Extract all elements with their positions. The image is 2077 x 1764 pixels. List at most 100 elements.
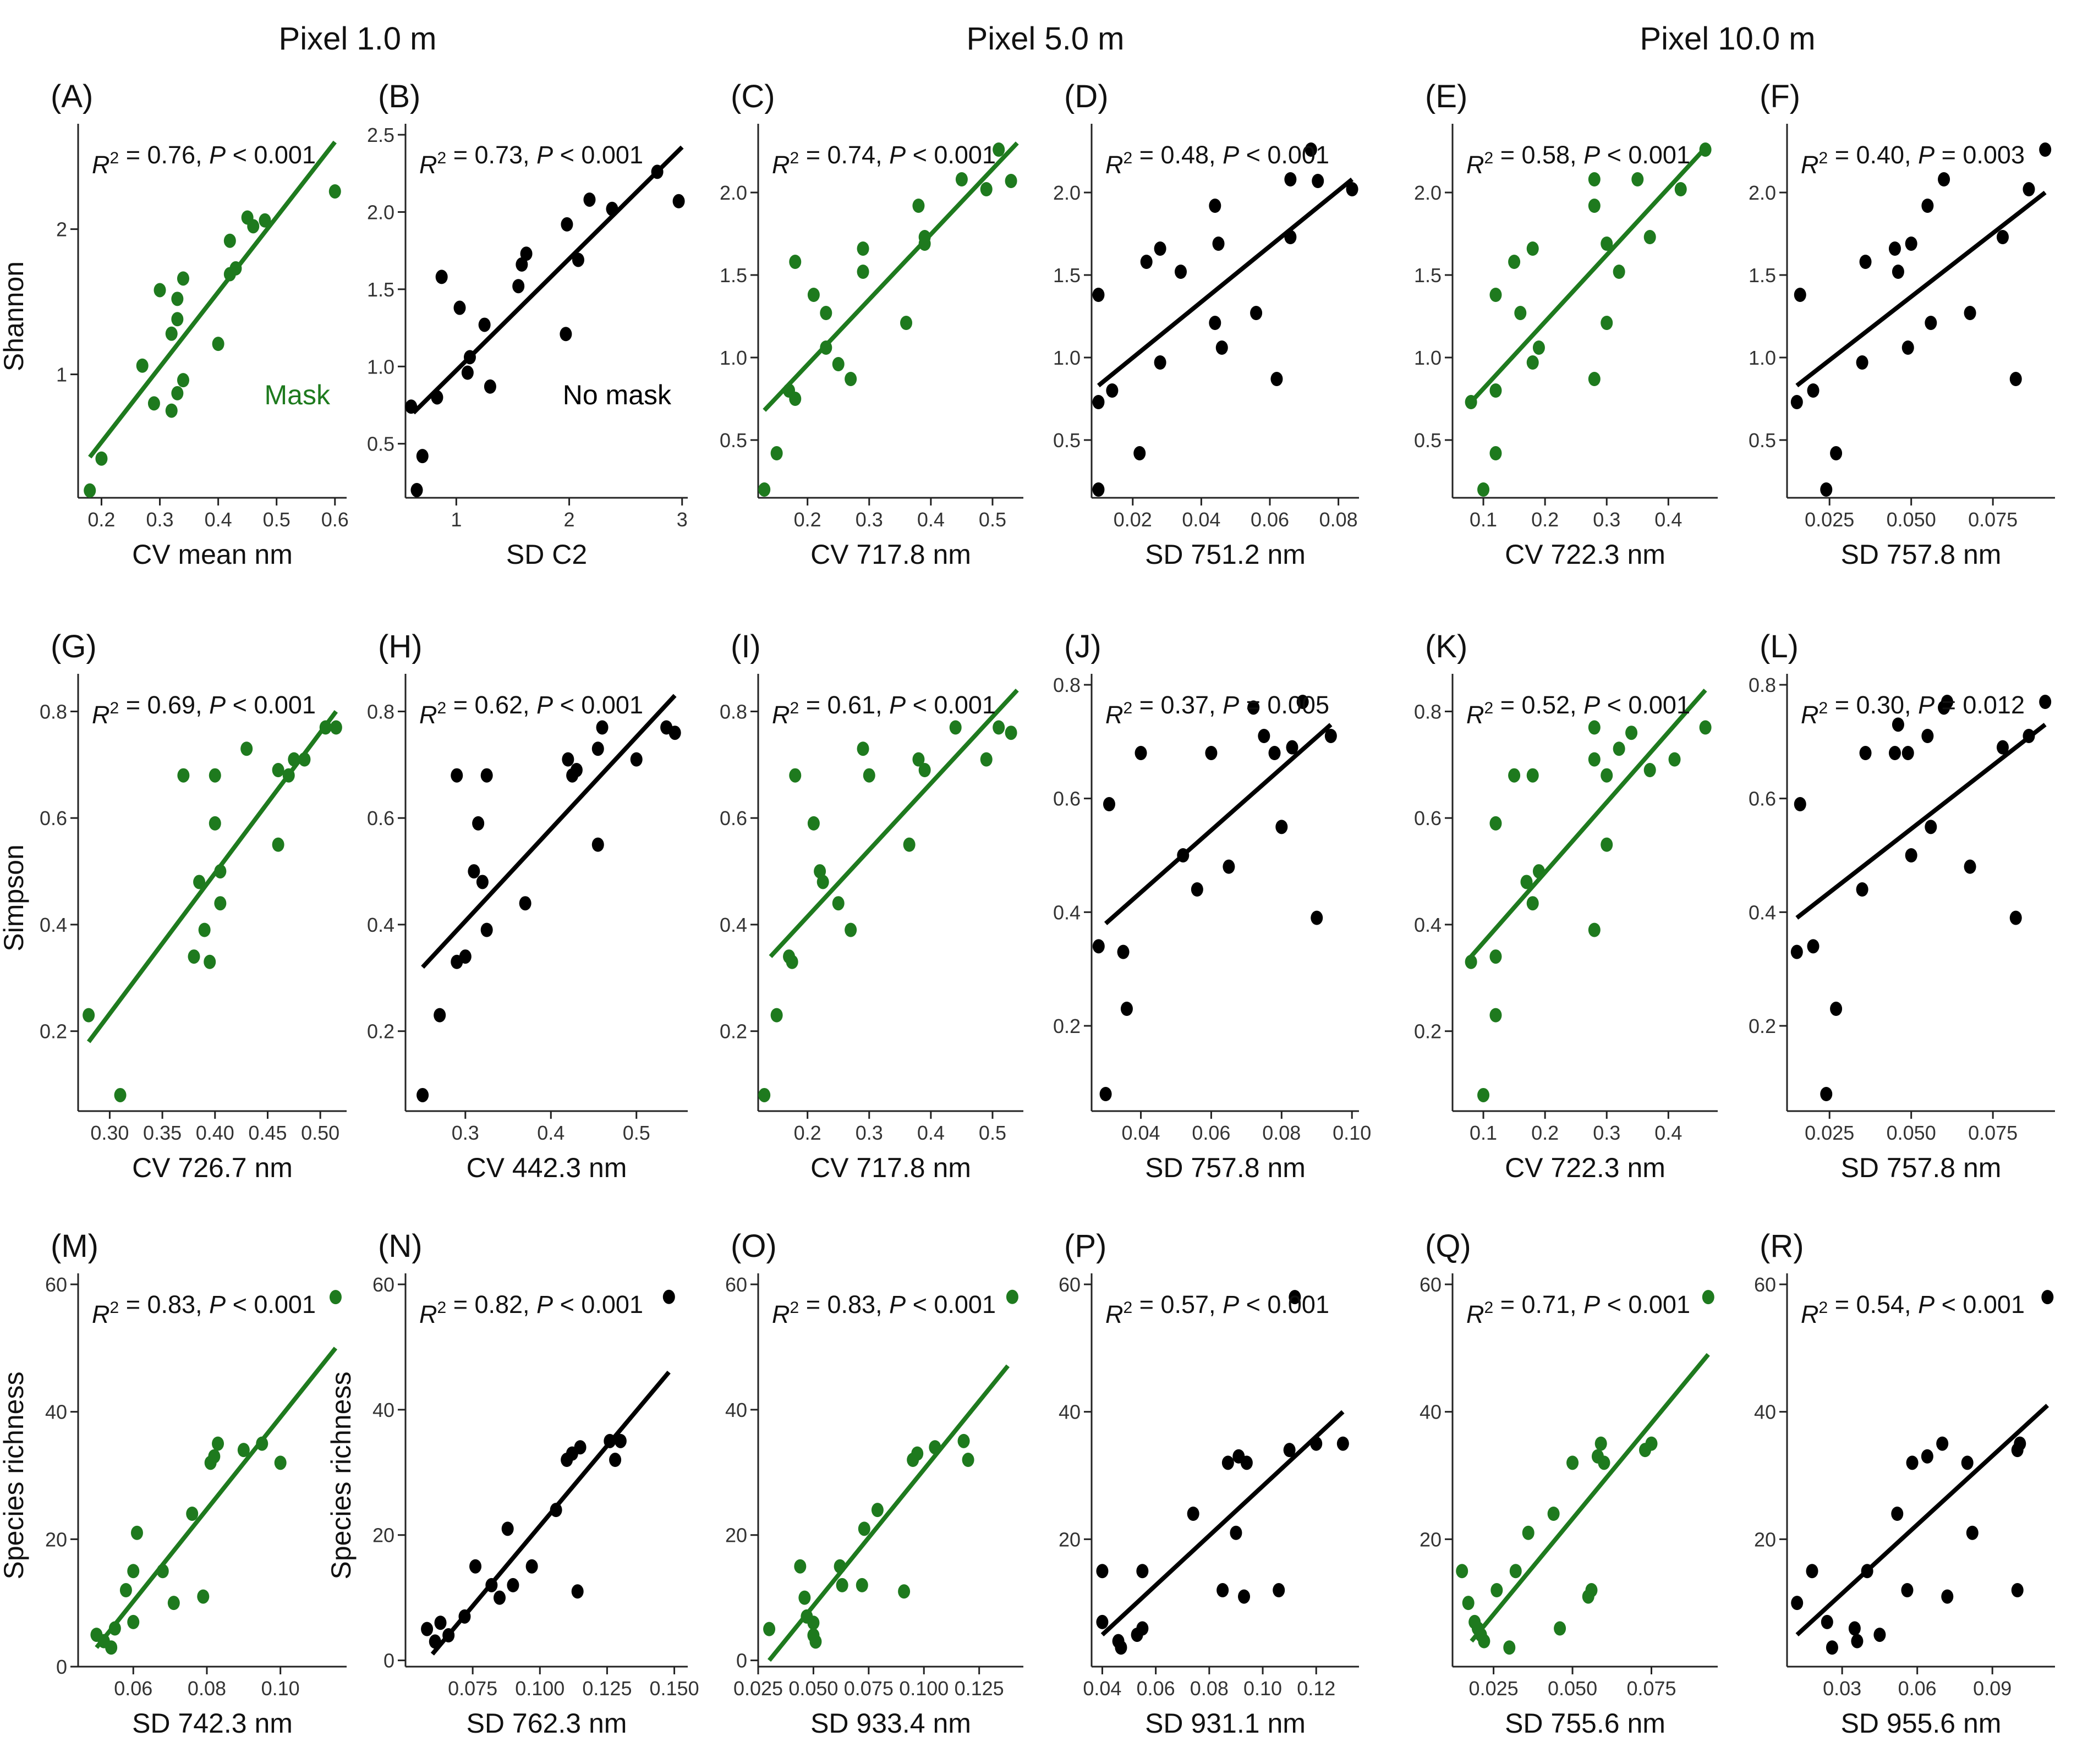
data-point-L-9: [1901, 746, 1914, 760]
data-point-G-0: [83, 1008, 95, 1023]
y-tick-label-D-2: 1.5: [1053, 264, 1081, 287]
data-point-A-14: [223, 233, 236, 248]
column-title-2: Pixel 5.0 m: [967, 21, 1125, 57]
data-point-O-7: [834, 1559, 846, 1574]
data-point-C-16: [955, 172, 968, 186]
data-point-P-13: [1240, 1455, 1253, 1470]
data-point-I-5: [807, 816, 820, 831]
data-point-Q-20: [1702, 1290, 1714, 1305]
data-point-K-11: [1588, 752, 1601, 767]
x-tick-label-Q-2: 0.075: [1626, 1677, 1676, 1700]
x-tick-label-J-1: 0.06: [1192, 1122, 1230, 1144]
data-point-R-18: [2014, 1436, 2026, 1451]
x-axis-label-M: SD 742.3 nm: [132, 1708, 293, 1739]
data-point-B-1: [410, 482, 423, 497]
data-point-E-14: [1601, 237, 1613, 251]
data-point-J-14: [1286, 740, 1298, 755]
data-point-E-2: [1489, 446, 1502, 460]
data-point-F-9: [1901, 340, 1914, 355]
data-point-P-10: [1230, 1525, 1242, 1540]
x-axis-label-B: SD C2: [506, 539, 587, 570]
x-tick-label-D-1: 0.04: [1182, 508, 1220, 531]
data-point-D-9: [1209, 316, 1221, 330]
data-point-B-7: [463, 350, 476, 365]
data-point-B-12: [520, 246, 533, 261]
x-tick-label-E-1: 0.2: [1531, 508, 1559, 531]
data-point-M-7: [130, 1525, 143, 1540]
data-point-E-12: [1588, 172, 1601, 186]
y-tick-label-B-4: 2.5: [367, 124, 394, 146]
x-tick-label-Q-0: 0.025: [1469, 1677, 1519, 1700]
x-tick-label-O-4: 0.125: [955, 1677, 1004, 1700]
y-tick-label-A-0: 1: [56, 364, 67, 386]
y-tick-label-Q-2: 60: [1420, 1273, 1442, 1296]
x-tick-label-E-2: 0.3: [1593, 508, 1620, 531]
x-tick-label-C-3: 0.5: [979, 508, 1006, 531]
x-tick-label-A-0: 0.2: [87, 508, 115, 531]
data-point-R-19: [2041, 1290, 2054, 1305]
data-point-O-14: [911, 1446, 924, 1461]
data-point-J-8: [1205, 746, 1218, 760]
data-point-H-0: [417, 1087, 429, 1102]
data-point-C-12: [900, 316, 913, 330]
y-tick-label-N-1: 20: [372, 1524, 394, 1547]
y-tick-label-N-0: 0: [383, 1650, 394, 1672]
y-tick-label-K-0: 0.2: [1414, 1020, 1442, 1043]
data-point-G-11: [240, 741, 253, 756]
data-point-D-5: [1140, 255, 1153, 269]
x-tick-label-O-1: 0.050: [788, 1677, 838, 1700]
data-point-B-8: [478, 317, 491, 332]
x-tick-label-G-2: 0.40: [196, 1122, 234, 1144]
x-tick-label-K-3: 0.4: [1654, 1122, 1682, 1144]
y-tick-label-H-3: 0.8: [367, 700, 394, 723]
data-point-D-11: [1212, 237, 1225, 251]
data-point-L-17: [2009, 910, 2022, 925]
data-point-D-12: [1215, 340, 1228, 355]
data-point-R-1: [1806, 1564, 1818, 1579]
y-tick-label-P-2: 60: [1059, 1273, 1081, 1296]
data-point-C-1: [770, 446, 783, 460]
data-point-H-14: [591, 741, 604, 756]
data-point-G-12: [272, 837, 284, 852]
y-tick-label-E-1: 1.0: [1414, 347, 1442, 369]
y-tick-label-C-3: 2.0: [720, 182, 747, 204]
x-tick-label-H-2: 0.5: [623, 1122, 650, 1144]
regression-line-D: [1097, 177, 1354, 388]
data-point-A-17: [247, 219, 260, 234]
data-point-O-6: [809, 1634, 822, 1649]
panel-label-D: (D): [1064, 79, 1109, 114]
y-tick-label-I-0: 0.2: [720, 1020, 747, 1043]
panel-label-I: (I): [731, 629, 761, 664]
data-point-M-16: [256, 1436, 268, 1451]
y-tick-label-A-1: 2: [56, 218, 67, 241]
data-point-E-18: [1674, 182, 1687, 196]
data-point-O-4: [807, 1615, 820, 1630]
data-point-B-9: [484, 379, 496, 394]
stat-annotation-E: R2 = 0.58, P < 0.001: [1466, 141, 1690, 179]
y-axis-label-A: Shannon: [0, 261, 29, 371]
y-tick-label-K-3: 0.8: [1414, 700, 1442, 723]
data-point-A-19: [328, 184, 341, 199]
stat-annotation-J: R2 = 0.37, P = 0.005: [1105, 691, 1329, 729]
data-point-G-15: [288, 752, 300, 767]
x-axis-label-D: SD 751.2 nm: [1145, 539, 1306, 570]
data-point-E-16: [1631, 172, 1644, 186]
panel-label-O: (O): [731, 1228, 777, 1264]
x-tick-label-A-2: 0.4: [205, 508, 232, 531]
data-point-J-9: [1223, 859, 1235, 874]
y-tick-label-R-0: 20: [1754, 1528, 1776, 1551]
data-point-B-3: [431, 390, 443, 405]
data-point-K-15: [1613, 741, 1625, 756]
data-point-I-12: [903, 837, 916, 852]
data-point-N-11: [550, 1503, 562, 1518]
x-tick-label-A-1: 0.3: [146, 508, 173, 531]
data-point-M-17: [274, 1455, 287, 1470]
y-tick-label-G-0: 0.2: [40, 1020, 67, 1043]
data-point-G-3: [188, 949, 200, 964]
x-axis-label-N: SD 762.3 nm: [467, 1708, 627, 1739]
data-point-C-11: [857, 241, 869, 256]
y-tick-label-G-3: 0.8: [40, 700, 67, 723]
data-point-C-19: [1005, 174, 1017, 188]
data-point-O-11: [871, 1503, 884, 1518]
y-tick-label-Q-1: 40: [1420, 1401, 1442, 1424]
